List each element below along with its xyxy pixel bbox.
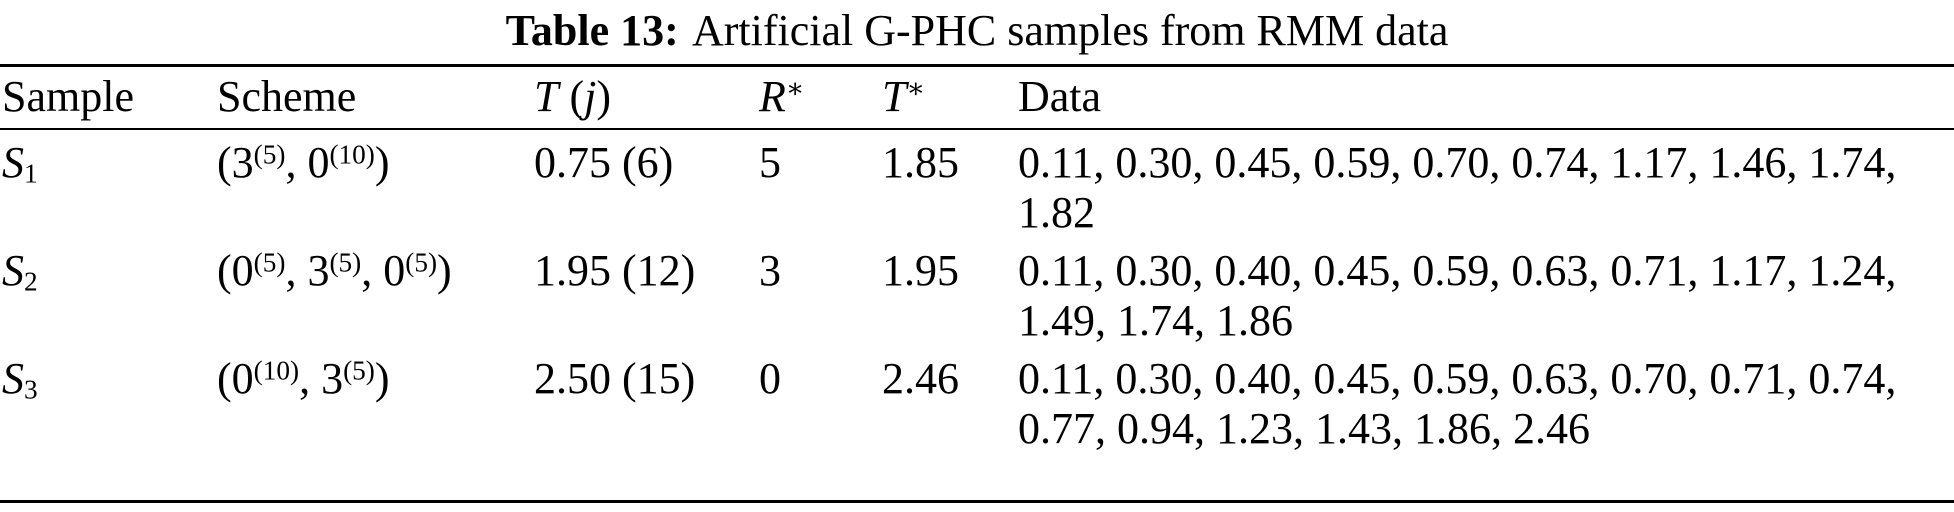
cell-t-star: 1.95	[882, 246, 959, 295]
col-header-t-star: T∗	[882, 72, 926, 121]
table-header-row: Sample Scheme T (j) R∗ T∗ Data	[0, 67, 1954, 130]
cell-t-j: 0.75 (6)	[534, 138, 674, 187]
cell-t-j: 2.50 (15)	[534, 354, 696, 403]
cell-scheme: (3(5), 0(10))	[217, 138, 390, 187]
cell-r-star: 0	[759, 354, 781, 403]
table-caption-text: Artificial G-PHC samples from RMM data	[691, 6, 1449, 55]
table-caption: Table 13: Artificial G-PHC samples from R…	[0, 0, 1954, 64]
data-table: Sample Scheme T (j) R∗ T∗ Data S1 (3(5),…	[0, 64, 1954, 503]
cell-data: 0.11, 0.30, 0.40, 0.45, 0.59, 0.63, 0.71…	[1018, 246, 1897, 345]
col-header-sample: Sample	[2, 72, 134, 121]
cell-sample: S1	[2, 138, 38, 189]
table-row: S3 (0(10), 3(5)) 2.50 (15) 0 2.46 0.11, …	[0, 346, 1954, 454]
cell-scheme: (0(5), 3(5), 0(5))	[217, 246, 452, 295]
col-header-t-j: T (j)	[534, 72, 612, 121]
cell-scheme: (0(10), 3(5))	[217, 354, 390, 403]
cell-t-star: 1.85	[882, 138, 959, 187]
cell-t-star: 2.46	[882, 354, 959, 403]
cell-sample: S2	[2, 246, 38, 297]
cell-r-star: 5	[759, 138, 781, 187]
cell-r-star: 3	[759, 246, 781, 295]
col-header-r-star: R∗	[759, 72, 805, 121]
col-header-data: Data	[1018, 72, 1102, 121]
table-row: S1 (3(5), 0(10)) 0.75 (6) 5 1.85 0.11, 0…	[0, 130, 1954, 238]
cell-data: 0.11, 0.30, 0.40, 0.45, 0.59, 0.63, 0.70…	[1018, 354, 1897, 453]
table-row: S2 (0(5), 3(5), 0(5)) 1.95 (12) 3 1.95 0…	[0, 238, 1954, 346]
col-header-scheme: Scheme	[217, 72, 357, 121]
cell-data: 0.11, 0.30, 0.45, 0.59, 0.70, 0.74, 1.17…	[1018, 138, 1897, 237]
cell-sample: S3	[2, 354, 38, 405]
cell-t-j: 1.95 (12)	[534, 246, 696, 295]
table-caption-label: Table 13:	[505, 6, 679, 55]
